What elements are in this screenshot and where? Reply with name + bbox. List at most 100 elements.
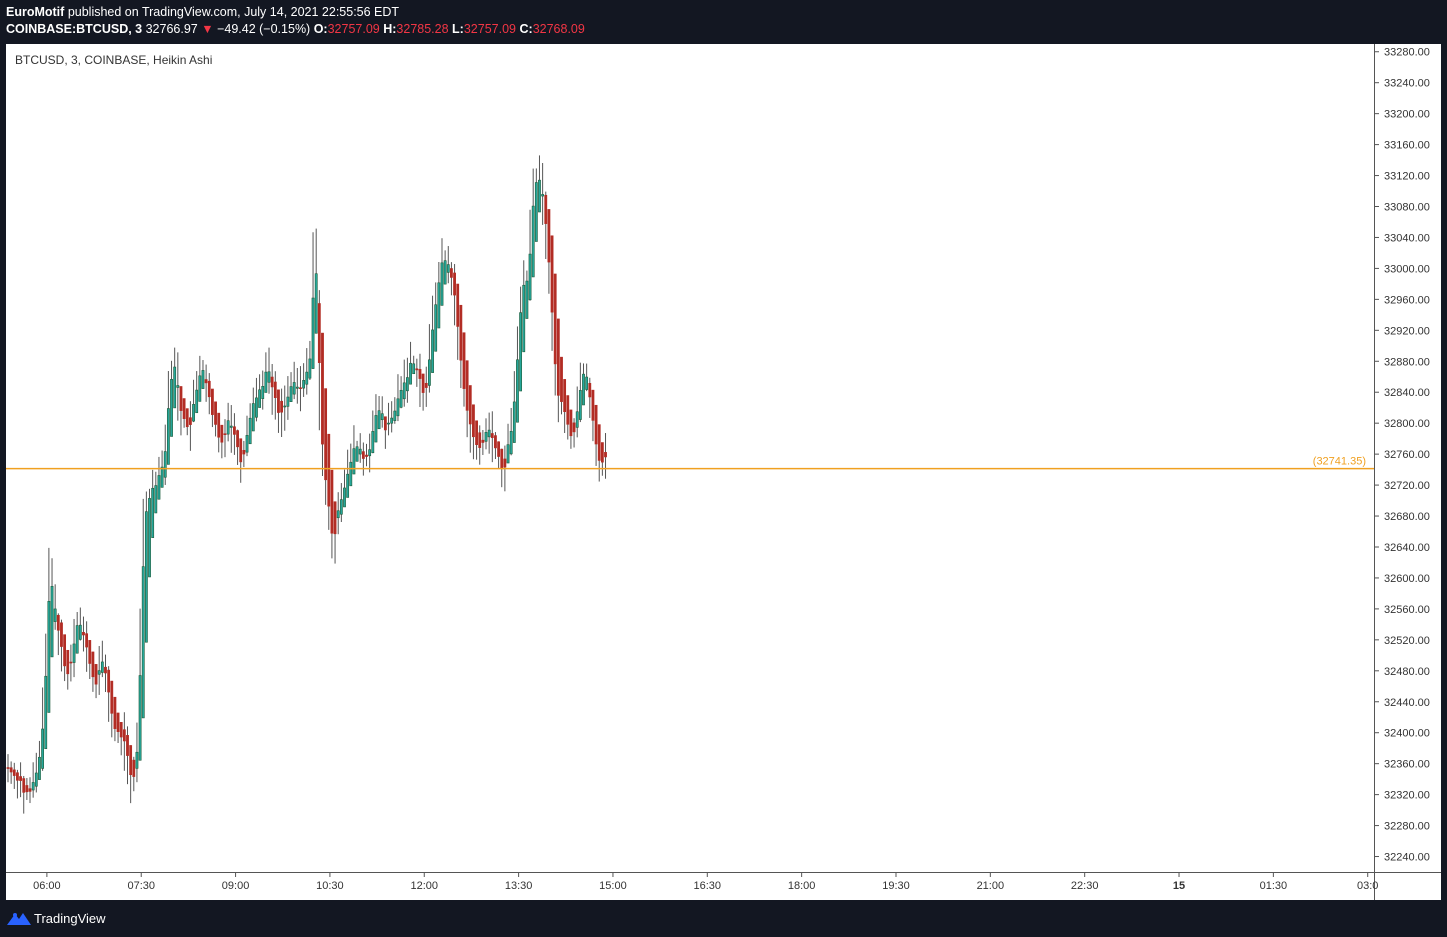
candle[interactable] [443,260,447,285]
candle[interactable] [578,390,582,420]
candle[interactable] [585,376,589,390]
candle[interactable] [314,273,318,334]
candle[interactable] [560,356,563,402]
candle[interactable] [286,396,290,407]
candle[interactable] [497,441,500,457]
candle[interactable] [582,373,585,406]
candle[interactable] [399,389,403,408]
candle[interactable] [600,442,604,463]
candle[interactable] [346,473,350,498]
candle[interactable] [185,408,189,428]
candle[interactable] [154,485,158,514]
candle[interactable] [107,669,111,693]
candle[interactable] [327,433,331,507]
candle[interactable] [377,410,381,430]
footer-brand[interactable]: TradingView [34,911,106,926]
candle[interactable] [418,369,422,379]
candle[interactable] [547,209,551,263]
candle[interactable] [280,400,284,413]
candle[interactable] [239,438,243,463]
candle[interactable] [569,409,573,437]
candle[interactable] [267,371,271,383]
candle[interactable] [195,389,199,414]
candle[interactable] [229,425,233,428]
candle[interactable] [396,398,400,417]
candle[interactable] [380,413,384,421]
candle[interactable] [82,631,85,636]
candle[interactable] [135,751,139,769]
candle[interactable] [390,417,394,424]
candle[interactable] [85,633,89,648]
tradingview-logo-icon[interactable] [6,909,32,927]
candle[interactable] [553,273,557,365]
candle[interactable] [383,416,387,431]
candle[interactable] [481,439,485,443]
candle[interactable] [6,767,10,769]
candle[interactable] [349,461,353,487]
candle[interactable] [597,424,601,461]
candle[interactable] [201,370,205,389]
candle[interactable] [368,449,372,457]
candle[interactable] [305,371,309,385]
candle[interactable] [311,297,315,369]
candle[interactable] [475,420,478,445]
candle[interactable] [104,666,107,674]
candle[interactable] [409,362,412,385]
candle[interactable] [91,651,95,678]
candle[interactable] [371,431,375,454]
candle[interactable] [302,380,306,389]
candle[interactable] [211,388,214,415]
candle[interactable] [148,498,151,578]
candle[interactable] [66,649,70,675]
candle[interactable] [575,411,579,428]
candle[interactable] [531,205,535,278]
candle[interactable] [352,448,356,475]
candle[interactable] [166,408,170,465]
candle[interactable] [393,410,397,421]
candle[interactable] [424,382,428,388]
candle[interactable] [12,769,16,776]
candle[interactable] [132,759,136,777]
candle[interactable] [122,729,126,742]
candle[interactable] [60,622,63,647]
candle[interactable] [170,379,173,437]
candle[interactable] [355,446,359,462]
candle[interactable] [245,435,249,453]
candle[interactable] [258,389,261,408]
candle[interactable] [283,405,287,408]
candle[interactable] [214,401,217,425]
candle[interactable] [308,358,312,379]
candle[interactable] [113,696,117,730]
candle[interactable] [525,280,529,319]
candle[interactable] [516,359,519,423]
candle[interactable] [34,772,38,787]
candle[interactable] [116,712,120,732]
candle[interactable] [453,272,456,296]
candle[interactable] [176,385,180,388]
candle[interactable] [365,454,368,457]
candle[interactable] [550,235,554,313]
candle[interactable] [522,284,526,353]
candle[interactable] [594,404,598,445]
candle[interactable] [572,422,576,433]
candle[interactable] [273,381,277,398]
candle[interactable] [450,268,453,278]
candle[interactable] [324,388,328,481]
candle[interactable] [402,382,406,400]
candle[interactable] [163,451,167,478]
candle[interactable] [173,366,177,409]
candle[interactable] [188,417,192,425]
candle[interactable] [506,444,510,464]
candle[interactable] [22,778,26,793]
candle[interactable] [412,363,416,375]
candle[interactable] [428,359,431,386]
candle[interactable] [468,385,472,425]
candle[interactable] [478,432,482,448]
candle[interactable] [248,417,252,445]
candle[interactable] [487,429,491,438]
candle[interactable] [431,329,434,373]
candle[interactable] [343,487,346,508]
candle[interactable] [226,420,230,435]
candle[interactable] [544,194,548,224]
candle[interactable] [217,412,221,438]
